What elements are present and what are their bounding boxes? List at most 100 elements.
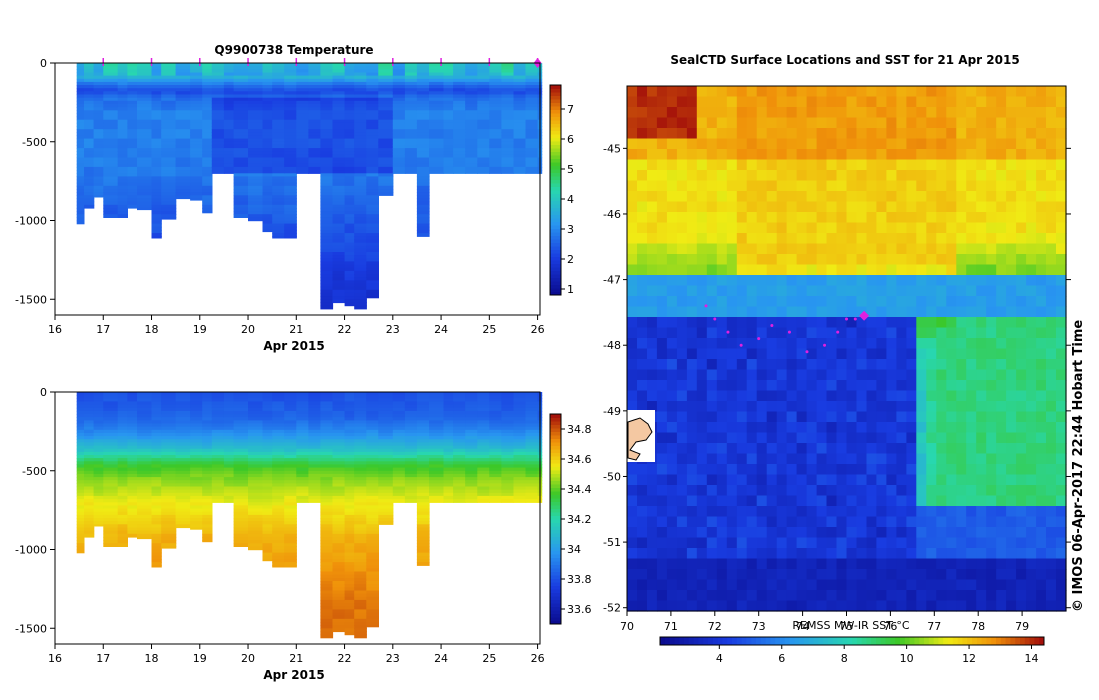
section-cell	[211, 132, 225, 137]
section-cell	[354, 214, 367, 218]
section-cell	[320, 511, 334, 516]
section-cell	[489, 461, 502, 466]
section-cell	[308, 141, 322, 146]
section-cell	[151, 552, 162, 557]
section-cell	[262, 107, 273, 111]
section-cell	[513, 458, 527, 462]
sst-cell	[1006, 285, 1017, 297]
section-cell	[190, 132, 203, 137]
section-cell	[320, 195, 334, 200]
section-cell	[416, 407, 430, 412]
section-cell	[272, 144, 285, 149]
section-cell	[127, 401, 138, 406]
section-cell	[366, 559, 379, 563]
section-cell	[378, 157, 394, 162]
sst-cell	[916, 222, 927, 234]
section-cell	[308, 122, 322, 127]
section-cell	[233, 69, 249, 74]
sst-cell	[1056, 159, 1067, 171]
section-cell	[416, 559, 430, 563]
section-cell	[272, 126, 285, 130]
section-cell	[161, 88, 177, 92]
section-cell	[127, 455, 138, 459]
sst-cell	[816, 222, 828, 234]
section-cell	[272, 499, 285, 503]
section-cell	[320, 119, 334, 124]
section-cell	[404, 85, 418, 89]
sst-cell	[756, 149, 768, 161]
section-cell	[151, 157, 162, 162]
section-cell	[202, 126, 213, 130]
sst-cell	[686, 107, 698, 119]
section-cell	[378, 116, 394, 121]
section-cell	[151, 486, 162, 491]
section-cell	[465, 63, 478, 67]
section-cell	[202, 151, 213, 155]
section-cell	[354, 189, 367, 193]
sst-cell	[1016, 191, 1027, 203]
section-cell	[262, 398, 273, 403]
section-cell	[103, 100, 119, 105]
section-cell	[344, 242, 355, 247]
section-cell	[84, 455, 95, 459]
section-cell	[137, 91, 153, 96]
section-cell	[284, 530, 297, 535]
sst-cell	[1036, 159, 1047, 171]
section-cell	[366, 138, 379, 143]
section-cell	[223, 166, 235, 171]
sst-cell	[1006, 138, 1017, 150]
section-cell	[103, 198, 119, 203]
sst-cell	[996, 296, 1007, 308]
section-cell	[320, 596, 334, 601]
section-cell	[501, 451, 515, 456]
section-cell	[392, 69, 406, 74]
section-cell	[354, 170, 367, 174]
sst-cell	[956, 149, 967, 161]
section-cell	[465, 426, 478, 431]
sst-cell	[1026, 212, 1037, 224]
section-cell	[272, 132, 285, 137]
section-cell	[465, 499, 478, 503]
sst-cell	[916, 107, 927, 119]
section-cell	[248, 546, 264, 551]
sst-cell	[637, 317, 648, 329]
section-cell	[332, 81, 346, 86]
section-cell	[223, 132, 235, 137]
section-cell	[332, 270, 346, 275]
section-cell	[416, 189, 430, 193]
sst-cell	[1056, 107, 1067, 119]
sst-cell	[996, 86, 1007, 98]
sst-cell	[856, 149, 868, 161]
section-cell	[354, 85, 367, 89]
sst-cell	[746, 317, 758, 329]
section-cell	[117, 204, 128, 209]
section-cell	[332, 562, 346, 566]
section-cell	[332, 486, 346, 491]
section-cell	[175, 467, 191, 472]
section-cell	[84, 107, 95, 111]
sst-cell	[1006, 149, 1017, 161]
section-cell	[103, 442, 119, 447]
section-cell	[117, 78, 128, 83]
section-cell	[465, 414, 478, 418]
section-cell	[233, 66, 249, 70]
section-cell	[404, 157, 418, 162]
sst-cell	[1026, 128, 1037, 140]
section-cell	[190, 189, 203, 193]
section-cell	[354, 552, 367, 557]
section-cell	[354, 141, 367, 146]
section-cell	[93, 414, 104, 418]
section-cell	[525, 75, 539, 80]
sst-cell	[1006, 212, 1017, 224]
section-cell	[525, 141, 539, 146]
section-cell	[443, 464, 454, 469]
sst-cell	[656, 96, 668, 108]
section-cell	[416, 141, 430, 146]
sst-cell	[666, 254, 678, 266]
temperature-x-ticks: 16 17 18 19 20 21 22 23 24 25 26	[48, 315, 545, 336]
sst-cell	[666, 159, 678, 171]
sst-cell	[656, 212, 668, 224]
section-cell	[366, 255, 379, 259]
section-cell	[443, 448, 454, 453]
section-cell	[211, 66, 225, 70]
